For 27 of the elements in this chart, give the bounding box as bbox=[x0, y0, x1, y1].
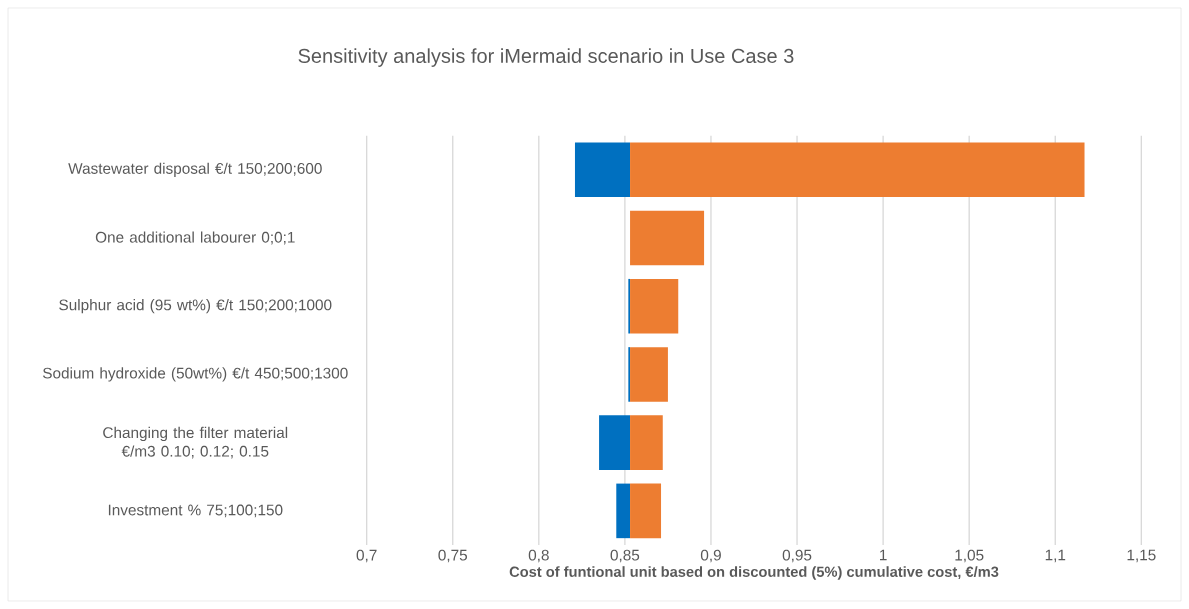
bar bbox=[630, 142, 1085, 198]
x-tick-label: 0,75 bbox=[438, 549, 468, 563]
x-tick-label: 0,95 bbox=[782, 549, 812, 563]
bar bbox=[616, 483, 631, 539]
y-tick-label: Investment % 75;100;150 bbox=[108, 504, 283, 518]
bar bbox=[630, 347, 668, 402]
bar bbox=[630, 278, 679, 334]
x-axis-title: Cost of funtional unit based on discounted (5%) cumulative cost, €/m3 bbox=[509, 566, 999, 580]
x-tick-label: 0,8 bbox=[528, 549, 549, 563]
x-tick-label: 0,9 bbox=[700, 549, 721, 563]
y-tick-label: Sulphur acid (95 wt%) €/t 150;200;1000 bbox=[59, 299, 332, 314]
y-tick-label: Changing the filter material €/m3 0.10; 0.12; 0.15 bbox=[103, 426, 288, 459]
x-tick-label: 0,7 bbox=[356, 549, 377, 563]
chart-title: Sensitivity analysis for iMermaid scenario in Use Case 3 bbox=[298, 48, 794, 67]
bar bbox=[630, 415, 663, 470]
x-tick-label: 1,1 bbox=[1045, 549, 1066, 563]
x-tick-label: 1 bbox=[880, 549, 887, 561]
bar bbox=[599, 415, 631, 470]
x-tick-label: 0,85 bbox=[610, 549, 640, 563]
y-tick-label: Wastewater disposal €/t 150;200;600 bbox=[68, 162, 322, 177]
x-tick-label: 1,05 bbox=[955, 549, 984, 563]
y-tick-label: Sodium hydroxide (50wt%) €/t 450;500;1300 bbox=[42, 367, 348, 382]
bar bbox=[574, 142, 631, 198]
y-tick-label: One additional labourer 0;0;1 bbox=[95, 231, 295, 245]
bar bbox=[630, 483, 662, 539]
x-tick-label: 1,15 bbox=[1127, 549, 1156, 563]
bar bbox=[630, 210, 705, 266]
